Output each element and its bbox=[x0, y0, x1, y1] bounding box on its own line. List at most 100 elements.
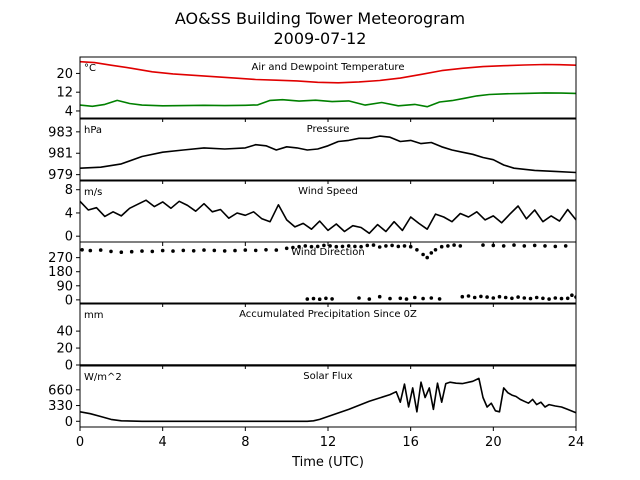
data-point bbox=[317, 297, 322, 302]
data-point bbox=[171, 249, 175, 253]
panel-unit-label: mm bbox=[84, 310, 103, 321]
x-tick-label: 24 bbox=[568, 435, 585, 450]
y-tick-label: 270 bbox=[48, 251, 73, 266]
data-point bbox=[413, 295, 417, 300]
data-point bbox=[491, 243, 496, 248]
data-point bbox=[80, 248, 84, 252]
data-point bbox=[466, 294, 471, 298]
data-point bbox=[309, 244, 314, 249]
data-point bbox=[390, 243, 394, 248]
series-line-solar_flux-0 bbox=[80, 377, 576, 423]
data-point bbox=[324, 296, 328, 301]
data-point bbox=[415, 248, 419, 252]
panel-unit-label: m/s bbox=[84, 187, 102, 198]
data-point bbox=[222, 249, 227, 253]
y-tick-label: 983 bbox=[48, 125, 73, 140]
data-point bbox=[305, 297, 310, 301]
panel-title: Solar Flux bbox=[303, 371, 353, 382]
data-point bbox=[98, 248, 103, 252]
data-point bbox=[212, 248, 217, 253]
data-point bbox=[334, 244, 339, 249]
y-tick-label: 979 bbox=[48, 168, 73, 183]
x-axis-label: Time (UTC) bbox=[291, 455, 364, 470]
data-point bbox=[541, 296, 545, 301]
panel-unit-label: hPa bbox=[84, 125, 102, 136]
data-point bbox=[497, 294, 502, 299]
data-point bbox=[565, 296, 570, 301]
data-point bbox=[291, 245, 295, 250]
data-point bbox=[328, 244, 332, 248]
data-point bbox=[388, 296, 392, 301]
y-tick-label: 180 bbox=[48, 265, 73, 280]
panel-data-wind_direction bbox=[80, 243, 576, 302]
series-line-pressure-0 bbox=[80, 135, 576, 174]
data-point bbox=[202, 248, 206, 252]
x-tick-label: 8 bbox=[241, 435, 249, 450]
data-point bbox=[501, 244, 506, 248]
data-point bbox=[274, 248, 279, 252]
data-point bbox=[534, 295, 539, 300]
panel-data-solar_flux bbox=[80, 377, 576, 423]
data-point bbox=[371, 243, 376, 247]
panel-unit-label: W/m^2 bbox=[84, 372, 122, 383]
panel-temperature: 4 12 20 °C Air and Dewpoint Temperature bbox=[56, 56, 577, 122]
data-point bbox=[160, 248, 165, 253]
y-tick-label: 330 bbox=[48, 399, 73, 414]
panel-title: Wind Direction bbox=[291, 247, 365, 258]
data-point bbox=[503, 295, 508, 300]
data-point bbox=[437, 297, 442, 301]
data-point bbox=[543, 244, 547, 248]
data-point bbox=[429, 296, 434, 300]
data-point bbox=[460, 294, 465, 299]
data-point bbox=[284, 246, 289, 251]
data-point bbox=[433, 248, 438, 252]
y-tick-label: 20 bbox=[56, 342, 73, 357]
data-point bbox=[510, 296, 514, 301]
data-point bbox=[421, 296, 425, 301]
data-point bbox=[253, 248, 258, 253]
data-point bbox=[315, 244, 320, 249]
data-point bbox=[532, 243, 537, 248]
data-point bbox=[303, 244, 308, 248]
data-point bbox=[553, 244, 558, 249]
data-point bbox=[357, 296, 361, 300]
y-tick-label: 0 bbox=[65, 293, 73, 308]
y-tick-label: 40 bbox=[56, 325, 73, 340]
data-point bbox=[563, 244, 568, 248]
data-point bbox=[150, 249, 155, 254]
data-point bbox=[367, 297, 372, 301]
x-axis: 0 4 8 12 16 20 24 bbox=[76, 435, 584, 450]
data-point bbox=[528, 296, 533, 301]
y-tick-label: 8 bbox=[65, 183, 73, 198]
panel-data-wind_speed bbox=[80, 199, 576, 235]
data-point bbox=[553, 296, 558, 300]
data-point bbox=[129, 249, 134, 254]
panel-data-temperature bbox=[80, 60, 576, 108]
data-point bbox=[512, 243, 516, 247]
data-point bbox=[384, 244, 388, 248]
x-tick-label: 4 bbox=[159, 435, 167, 450]
series-line-temperature-1 bbox=[80, 92, 576, 108]
data-point bbox=[109, 249, 113, 254]
x-tick-label: 12 bbox=[320, 435, 337, 450]
x-tick-label: 20 bbox=[485, 435, 502, 450]
data-point bbox=[297, 244, 301, 249]
data-point bbox=[479, 294, 483, 299]
data-point bbox=[365, 243, 370, 248]
data-point bbox=[398, 296, 403, 301]
y-tick-label: 660 bbox=[48, 383, 73, 398]
data-point bbox=[396, 244, 401, 249]
data-point bbox=[491, 296, 496, 300]
data-point bbox=[485, 295, 489, 299]
data-point bbox=[191, 249, 196, 253]
data-point bbox=[481, 243, 485, 247]
x-tick-label: 16 bbox=[402, 435, 419, 450]
y-tick-label: 4 bbox=[65, 104, 73, 119]
data-point bbox=[404, 297, 409, 301]
data-point bbox=[446, 244, 450, 248]
data-point bbox=[377, 294, 382, 299]
y-tick-label: 90 bbox=[56, 279, 73, 294]
